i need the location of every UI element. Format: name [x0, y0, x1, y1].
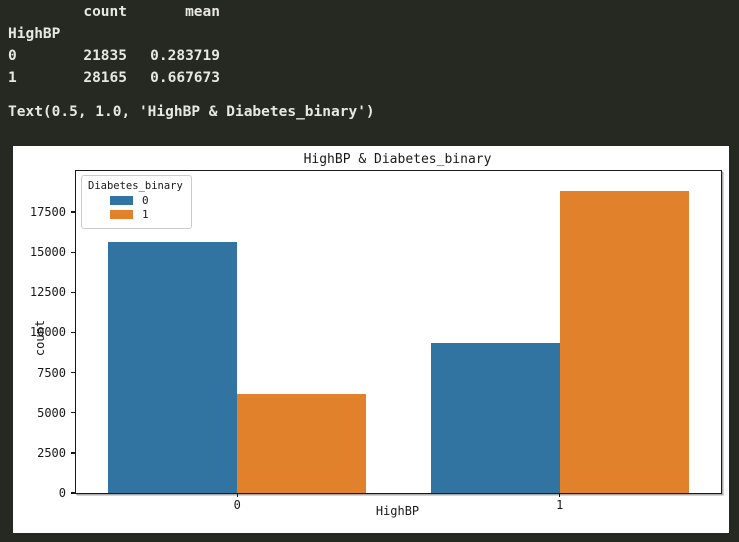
y-tick-mark — [71, 372, 75, 374]
x-tick-mark — [559, 493, 561, 497]
y-tick-label: 7500 — [37, 365, 66, 380]
y-tick-label: 10000 — [29, 325, 66, 340]
table-cell-count: 21835 — [83, 48, 127, 64]
legend-label: 0 — [142, 194, 149, 207]
y-tick-mark — [71, 492, 75, 494]
legend: Diabetes_binary 0 1 — [81, 175, 192, 229]
x-tick-label: 1 — [556, 498, 564, 512]
table-cell-count: 28165 — [83, 70, 127, 86]
table-cell-mean: 0.667673 — [150, 70, 220, 86]
chart-title: HighBP & Diabetes_binary — [303, 152, 492, 167]
series-0-swatch-icon — [110, 196, 133, 205]
y-tick-label: 2500 — [37, 445, 66, 460]
table-header-mean: mean — [185, 4, 220, 20]
table-index-name: HighBP — [8, 26, 61, 42]
y-tick-mark — [71, 331, 75, 334]
y-tick-mark — [71, 291, 75, 294]
repr-line: Text(0.5, 1.0, 'HighBP & Diabetes_binary… — [8, 104, 375, 120]
y-tick-mark — [71, 251, 75, 253]
y-tick-mark — [71, 211, 75, 213]
y-tick-label: 15000 — [29, 245, 66, 260]
table-row-index: 0 — [8, 48, 17, 64]
legend-label: 1 — [142, 208, 149, 221]
plot-area: Diabetes_binary 0 1 0 2500 5000 7500 10000 12… — [30, 170, 722, 512]
console-output: count mean HighBP 0 21835 0.283719 1 281… — [0, 0, 739, 140]
y-tick-label: 5000 — [37, 405, 66, 420]
x-tick-label: 0 — [233, 498, 241, 512]
bar-highbp0-diabetes0 — [108, 241, 238, 493]
table-row-index: 1 — [8, 70, 17, 86]
y-tick-mark — [71, 412, 75, 414]
y-tick-label: 12500 — [29, 285, 66, 300]
figure: HighBP & Diabetes_binary Diabetes_binary… — [13, 146, 729, 533]
series-1-swatch-icon — [110, 210, 133, 219]
y-tick-mark — [71, 452, 75, 454]
y-tick-label: 17500 — [29, 205, 66, 220]
x-axis-label: HighBP — [375, 504, 420, 518]
bar-highbp0-diabetes1 — [237, 393, 367, 493]
table-cell-mean: 0.283719 — [150, 48, 220, 64]
legend-title: Diabetes_binary — [88, 180, 183, 192]
bar-highbp1-diabetes0 — [430, 342, 560, 493]
legend-entry: 1 — [110, 209, 183, 220]
x-tick-mark — [236, 493, 238, 497]
legend-entry: 0 — [110, 195, 183, 206]
y-axis-label: count — [33, 319, 48, 357]
table-header-count: count — [83, 4, 127, 20]
bar-highbp1-diabetes1 — [559, 191, 689, 493]
y-tick-label: 0 — [58, 486, 66, 500]
